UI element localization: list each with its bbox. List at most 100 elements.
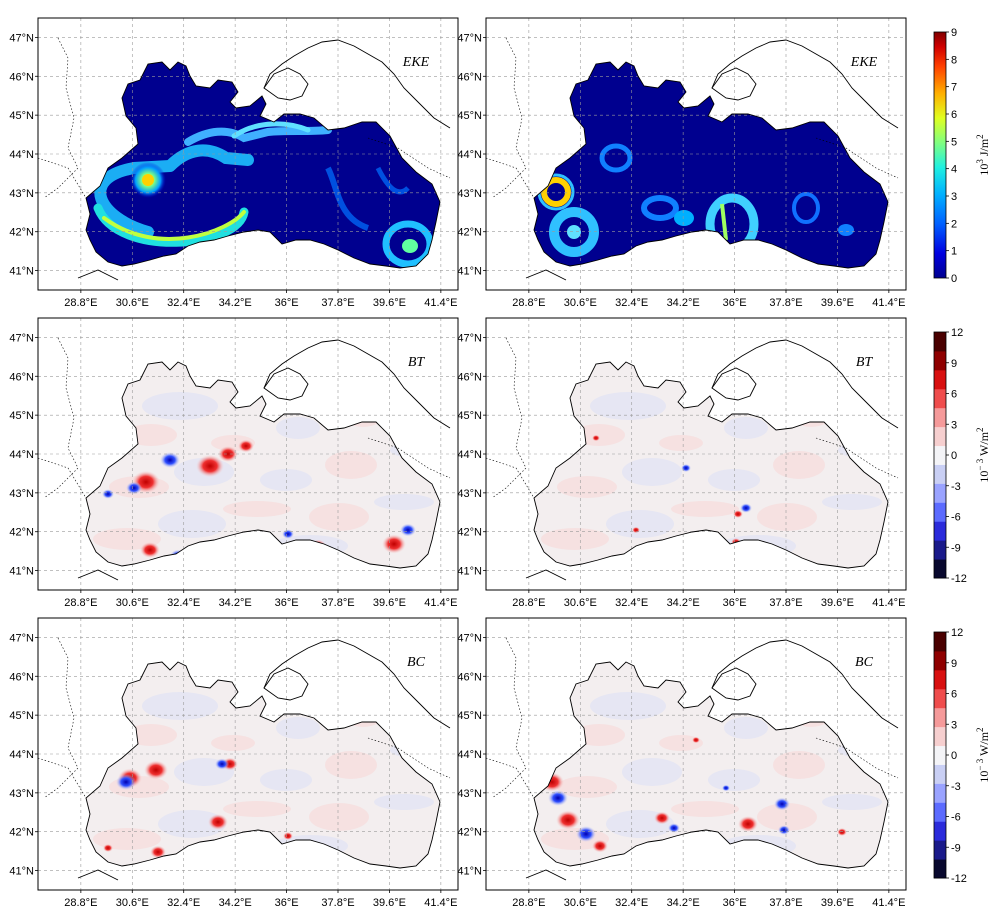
x-tick-label: 28.8°E [64, 597, 97, 609]
colorbar-tick-label: 0 [951, 273, 957, 285]
azov-coastline [711, 67, 757, 101]
border-line [43, 337, 79, 499]
y-tick-label: 43°N [9, 788, 34, 800]
colorbar-tick-label: 6 [951, 109, 957, 121]
y-tick-label: 46°N [9, 371, 34, 383]
y-tick-label: 47°N [9, 632, 34, 644]
y-tick-label: 47°N [9, 332, 34, 344]
y-tick-label: 45°N [9, 410, 34, 422]
coastline [85, 361, 441, 569]
colorbar-tick-label: 4 [951, 164, 957, 176]
x-tick-label: 39.6°E [821, 597, 854, 609]
x-tick-label: 36°E [723, 297, 747, 309]
x-tick-label: 37.8°E [769, 597, 802, 609]
land-outline [525, 869, 567, 881]
y-tick-label: 44°N [9, 749, 34, 761]
x-tick-label: 37.8°E [769, 297, 802, 309]
x-tick-label: 41.4°E [424, 597, 457, 609]
x-tick-label: 41.4°E [424, 897, 457, 909]
colorbar-unit-label: 10− 3 W/m2 [975, 727, 991, 782]
border-line [485, 757, 535, 799]
x-tick-label: 32.4°E [615, 597, 648, 609]
x-tick-label: 36°E [723, 597, 747, 609]
sea-fill [534, 62, 888, 268]
x-tick-label: 36°E [275, 897, 299, 909]
y-tick-label: 42°N [457, 827, 482, 839]
border-line [485, 157, 535, 199]
colorbar-unit-label: 103 J/m2 [975, 134, 991, 175]
azov-coastline [711, 667, 757, 701]
x-tick-label: 30.6°E [116, 897, 149, 909]
border-line [37, 757, 87, 799]
panel-bc-2-0: 28.8°E 30.6°E 32.4°E 34.2°E 36°E 37.8°E 39.6°E… [9, 617, 459, 909]
colorbar-0: 0 1 2 3 4 5 6 7 8 9 103 J/m2 [933, 27, 991, 285]
colorbar-tick-label: -6 [951, 812, 961, 824]
colorbar-tick-label: 5 [951, 136, 957, 148]
border-line [37, 157, 87, 199]
panel-eke-0-1: 28.8°E 30.6°E 32.4°E 34.2°E 36°E 37.8°E 39.6°E… [457, 17, 907, 309]
border-line [43, 637, 79, 799]
x-tick-label: 41.4°E [424, 297, 457, 309]
y-tick-label: 43°N [457, 488, 482, 500]
colorbar-tick-label: 3 [951, 719, 957, 731]
land-outline [263, 339, 451, 429]
x-tick-label: 34.2°E [667, 897, 700, 909]
land-outline [263, 39, 451, 129]
panel-bt-1-0: 28.8°E 30.6°E 32.4°E 34.2°E 36°E 37.8°E 39.6°E… [9, 317, 459, 609]
border-line [37, 457, 87, 499]
colorbar-tick-label: 2 [951, 218, 957, 230]
border-line [815, 137, 899, 179]
land-outline [77, 869, 119, 881]
coastline [85, 61, 441, 269]
y-tick-label: 46°N [9, 71, 34, 83]
colorbar-tick-label: -9 [951, 542, 961, 554]
y-tick-label: 46°N [457, 71, 482, 83]
x-tick-label: 37.8°E [769, 897, 802, 909]
x-tick-label: 37.8°E [321, 897, 354, 909]
y-tick-label: 41°N [457, 566, 482, 578]
x-tick-label: 30.6°E [116, 597, 149, 609]
x-tick-label: 34.2°E [219, 597, 252, 609]
x-tick-label: 28.8°E [512, 297, 545, 309]
x-tick-label: 30.6°E [564, 897, 597, 909]
land-outline [77, 269, 119, 281]
y-tick-label: 45°N [9, 710, 34, 722]
colorbar-tick-label: -12 [951, 873, 967, 885]
y-tick-label: 47°N [457, 632, 482, 644]
x-tick-label: 28.8°E [512, 897, 545, 909]
panel-bc-2-1: 28.8°E 30.6°E 32.4°E 34.2°E 36°E 37.8°E 39.6°E… [457, 617, 907, 909]
y-tick-label: 44°N [457, 749, 482, 761]
y-tick-label: 45°N [457, 710, 482, 722]
coastline [533, 361, 889, 569]
x-tick-label: 39.6°E [373, 597, 406, 609]
colorbar-tick-label: 6 [951, 389, 957, 401]
y-tick-label: 42°N [9, 827, 34, 839]
x-tick-label: 30.6°E [564, 297, 597, 309]
y-tick-label: 45°N [9, 110, 34, 122]
coastline [85, 661, 441, 869]
x-tick-label: 34.2°E [667, 297, 700, 309]
colorbar-tick-label: 3 [951, 419, 957, 431]
colorbar-tick-label: 6 [951, 689, 957, 701]
x-tick-label: 36°E [275, 597, 299, 609]
x-tick-label: 32.4°E [167, 597, 200, 609]
colorbar-tick-label: 8 [951, 54, 957, 66]
y-tick-label: 41°N [457, 866, 482, 878]
panel-label: BT [408, 355, 426, 370]
colorbar-tick-label: -3 [951, 781, 961, 793]
border-line [815, 737, 899, 779]
land-outline [711, 39, 899, 129]
panel-label: BC [407, 655, 426, 670]
x-tick-label: 36°E [275, 297, 299, 309]
colorbar-tick-label: 9 [951, 358, 957, 370]
graticule [486, 18, 906, 290]
x-tick-label: 36°E [723, 897, 747, 909]
colorbar-tick-label: 12 [951, 327, 963, 339]
y-tick-label: 44°N [9, 449, 34, 461]
border-line [815, 437, 899, 479]
azov-coastline [263, 367, 309, 401]
border-line [43, 37, 79, 199]
azov-coastline [263, 667, 309, 701]
x-tick-label: 37.8°E [321, 297, 354, 309]
